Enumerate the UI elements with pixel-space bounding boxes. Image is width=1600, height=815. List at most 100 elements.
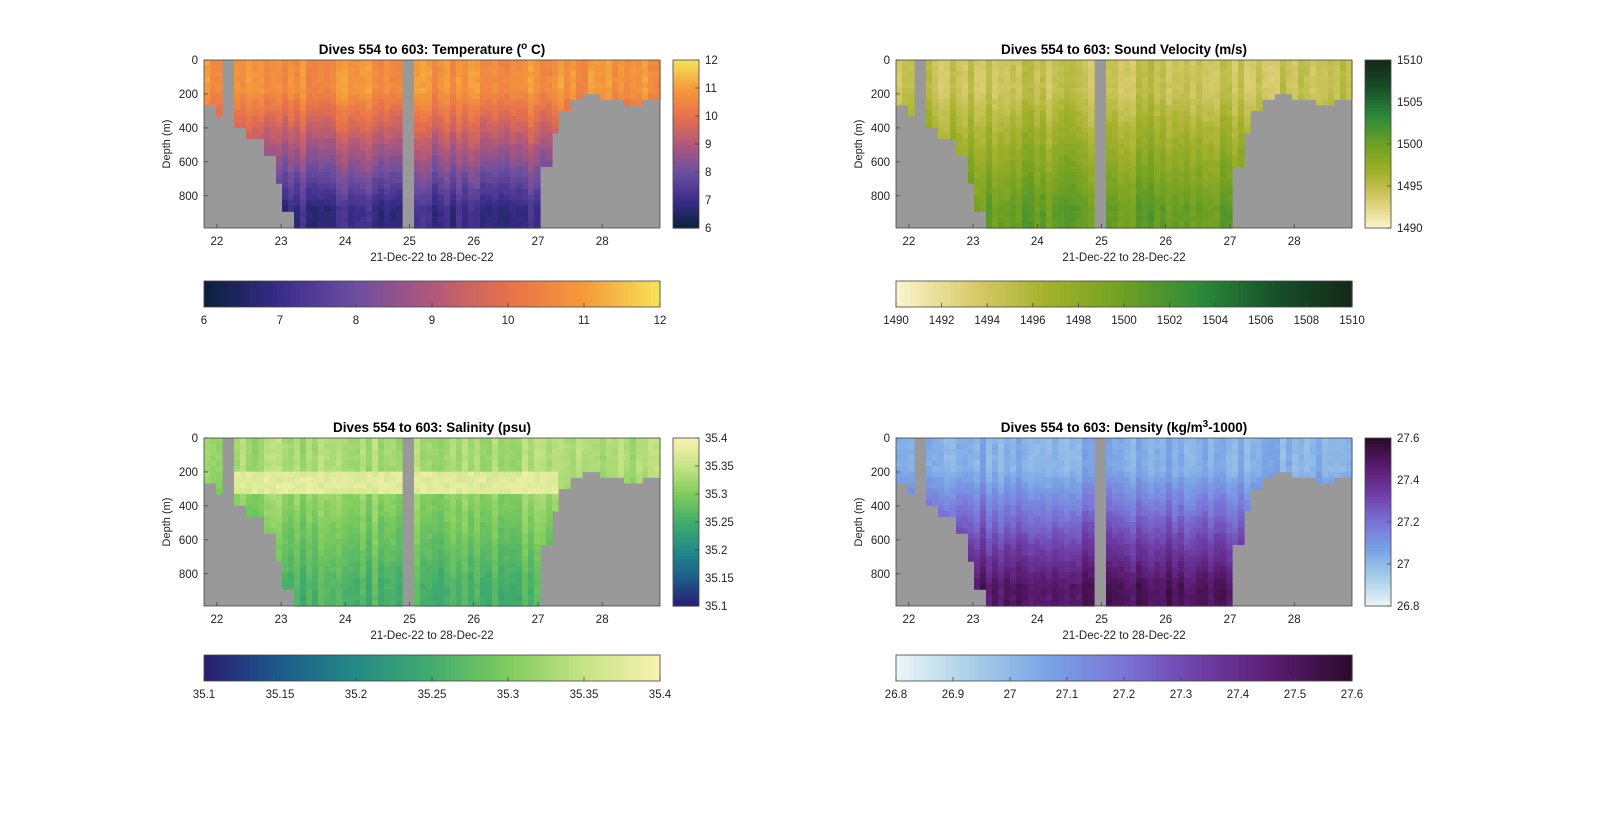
colorbar-tick-label: 1496	[1020, 315, 1046, 327]
y-tick-label: 400	[871, 123, 890, 135]
x-tick-label: 28	[596, 236, 609, 248]
x-tick-label: 24	[1031, 236, 1044, 248]
x-tick-label: 23	[967, 236, 980, 248]
y-tick-label: 0	[884, 433, 890, 445]
y-tick-label: 800	[179, 191, 198, 203]
y-tick-label: 0	[192, 55, 198, 67]
x-axis-label: 21-Dec-22 to 28-Dec-22	[1062, 630, 1185, 642]
colorbar-tick-label: 7	[277, 315, 283, 327]
heatmap-cells	[896, 60, 1353, 229]
bottom-colorbar: 1490 1492 1494 1496 1498 1500 1502 1504 1506 1508…	[883, 280, 1365, 327]
y-axis-label: Depth (m)	[853, 120, 865, 169]
plot-frame	[203, 59, 661, 229]
colorbar-tick-label: 1494	[974, 315, 1000, 327]
colorbar-tick-label: 35.1	[705, 601, 727, 613]
colorbar-tick-label: 1495	[1397, 181, 1423, 193]
colorbar-tick-label: 35.15	[705, 573, 734, 585]
heatmap-cells	[896, 438, 1353, 607]
heatmap-cells	[204, 60, 661, 229]
side-colorbar: 35.4 35.35 35.3 35.25 35.2 35.15 35.1	[672, 433, 734, 613]
x-tick-label: 22	[210, 614, 223, 626]
colorbar-tick-label: 27.4	[1397, 475, 1420, 487]
colorbar-tick-label: 27.2	[1113, 689, 1135, 701]
colorbar-tick-label: 27	[1397, 559, 1410, 571]
y-tick-label: 200	[179, 89, 198, 101]
colorbar-tick-label: 12	[654, 315, 667, 327]
y-tick-label: 200	[871, 467, 890, 479]
y-axis-label: Depth (m)	[853, 498, 865, 547]
colorbar-tick-label: 1510	[1339, 315, 1365, 327]
y-tick-label: 800	[179, 569, 198, 581]
x-tick-label: 28	[1288, 614, 1301, 626]
x-tick-label: 26	[1159, 614, 1172, 626]
chart-title: Dives 554 to 603: Temperature (o C)	[319, 41, 545, 57]
colorbar-tick-label: 26.8	[1397, 601, 1419, 613]
y-tick-label: 600	[871, 535, 890, 547]
colorbar-tick-label: 35.35	[570, 689, 599, 701]
colorbar-tick-label: 35.4	[649, 689, 672, 701]
colorbar-tick-label: 35.25	[705, 517, 734, 529]
colorbar-tick-label: 27.4	[1227, 689, 1250, 701]
bottom-colorbar: 26.8 26.9 27 27.1 27.2 27.3 27.4 27.5 27.6	[885, 654, 1363, 701]
bottom-colorbar: 35.1 35.15 35.2 35.25 35.3 35.35 35.4	[193, 654, 672, 701]
colorbar-tick-label: 27.1	[1056, 689, 1078, 701]
x-tick-label: 22	[210, 236, 223, 248]
colorbar-tick-label: 1506	[1248, 315, 1274, 327]
y-axis-label: Depth (m)	[161, 498, 173, 547]
colorbar-tick-label: 10	[502, 315, 515, 327]
colorbar-tick-label: 1500	[1397, 139, 1423, 151]
side-colorbar: 1510 1505 1500 1495 1490	[1364, 55, 1423, 235]
colorbar-tick-label: 27.6	[1397, 433, 1419, 445]
y-tick-label: 600	[871, 157, 890, 169]
x-tick-label: 27	[1224, 236, 1237, 248]
y-tick-label: 200	[179, 467, 198, 479]
chart-panel-3: Dives 554 to 603: Salinity (psu) 0 200 400 6…	[161, 420, 734, 701]
colorbar-tick-label: 35.2	[705, 545, 727, 557]
plot-frame	[895, 437, 1353, 607]
colorbar-tick-label: 35.35	[705, 461, 734, 473]
x-tick-label: 25	[1095, 614, 1108, 626]
y-tick-label: 200	[871, 89, 890, 101]
colorbar-tick-label: 10	[705, 111, 718, 123]
plot-frame	[203, 437, 661, 607]
colorbar-tick-label: 8	[353, 315, 359, 327]
heatmap-cells	[204, 438, 661, 607]
side-colorbar: 27.6 27.4 27.2 27 26.8	[1364, 433, 1420, 613]
plot-frame	[895, 59, 1353, 229]
x-tick-label: 23	[967, 614, 980, 626]
y-tick-label: 800	[871, 191, 890, 203]
y-tick-label: 600	[179, 535, 198, 547]
colorbar-tick-label: 6	[705, 223, 711, 235]
x-axis-label: 21-Dec-22 to 28-Dec-22	[1062, 252, 1185, 264]
x-tick-label: 24	[1031, 614, 1044, 626]
colorbar-tick-label: 27.5	[1284, 689, 1306, 701]
y-tick-label: 800	[871, 569, 890, 581]
colorbar-tick-label: 6	[201, 315, 207, 327]
colorbar-tick-label: 1502	[1157, 315, 1183, 327]
colorbar-tick-label: 26.9	[942, 689, 964, 701]
colorbar-tick-label: 1490	[883, 315, 909, 327]
chart-panel-1: Dives 554 to 603: Temperature (o C) 0 200 4…	[161, 41, 718, 327]
colorbar-tick-label: 27.2	[1397, 517, 1419, 529]
colorbar-tick-label: 7	[705, 195, 711, 207]
y-tick-label: 400	[179, 501, 198, 513]
y-tick-label: 400	[871, 501, 890, 513]
side-colorbar: 12 11 10 9 8 7 6	[672, 55, 718, 235]
colorbar-tick-label: 1508	[1294, 315, 1320, 327]
x-tick-label: 27	[1224, 614, 1237, 626]
x-tick-label: 26	[467, 236, 480, 248]
colorbar-tick-label: 1498	[1066, 315, 1092, 327]
colorbar-tick-label: 27	[1004, 689, 1017, 701]
x-tick-label: 28	[1288, 236, 1301, 248]
chart-panel-4: Dives 554 to 603: Density (kg/m3-1000) 0 2…	[853, 419, 1420, 701]
colorbar-tick-label: 27.3	[1170, 689, 1192, 701]
colorbar-tick-label: 27.6	[1341, 689, 1363, 701]
y-tick-label: 0	[884, 55, 890, 67]
colorbar-tick-label: 1500	[1111, 315, 1137, 327]
x-tick-label: 23	[275, 236, 288, 248]
x-tick-label: 25	[403, 236, 416, 248]
x-tick-label: 27	[532, 236, 545, 248]
x-axis-label: 21-Dec-22 to 28-Dec-22	[370, 630, 493, 642]
bottom-colorbar: 6 7 8 9 10 11 12	[201, 280, 667, 327]
chart-title: Dives 554 to 603: Sound Velocity (m/s)	[1001, 42, 1247, 57]
